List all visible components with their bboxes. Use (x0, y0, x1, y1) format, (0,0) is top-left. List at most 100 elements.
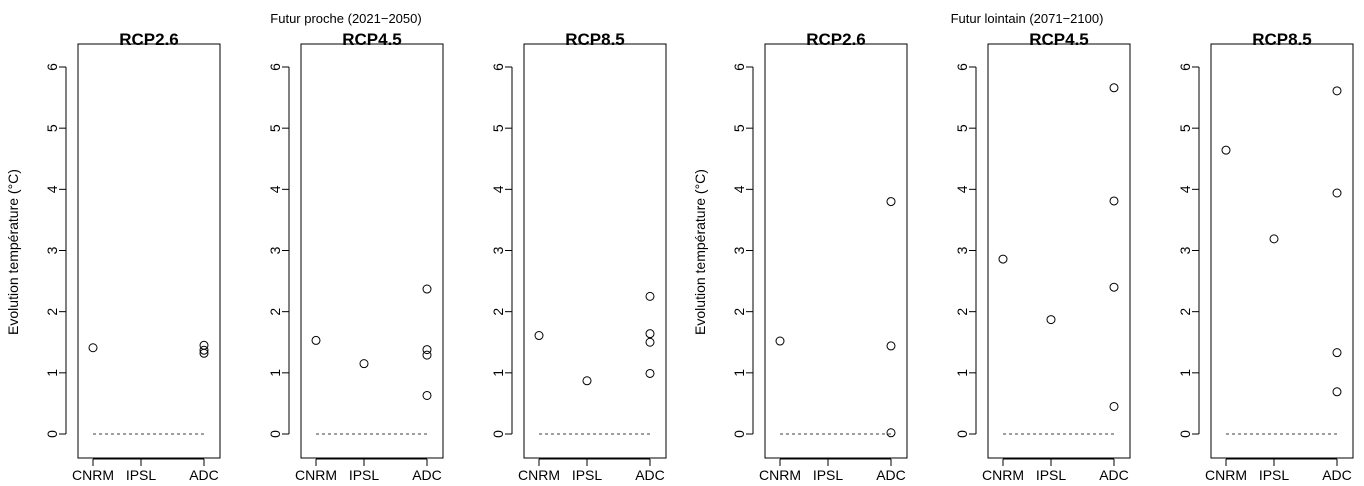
panel-title: RCP2.6 (806, 30, 866, 49)
x-tick-label: CNRM (72, 467, 114, 483)
y-tick-label: 3 (267, 246, 283, 254)
y-axis-label: Evolution température (°C) (692, 169, 708, 335)
group-title-near-future: Futur proche (2021−2050) (270, 11, 421, 26)
data-point (1046, 315, 1056, 325)
x-tick-label: CNRM (982, 467, 1024, 483)
plot-frame (300, 43, 444, 459)
y-tick-label: 6 (1177, 63, 1193, 71)
y-tick-label: 5 (267, 124, 283, 132)
data-point (582, 376, 592, 386)
y-tick-label: 3 (731, 246, 747, 254)
y-tick-label: 2 (490, 308, 506, 316)
y-tick-label: 4 (44, 185, 60, 193)
x-tick-label: CNRM (518, 467, 560, 483)
x-tick-label: ADC (1322, 467, 1352, 483)
x-tick-label: ADC (1099, 467, 1129, 483)
x-tick-label: ADC (412, 467, 442, 483)
y-tick-label: 6 (490, 63, 506, 71)
data-point (422, 390, 432, 400)
y-axis-label: Evolution température (°C) (5, 169, 21, 335)
y-tick-label: 0 (490, 430, 506, 438)
data-point (199, 348, 209, 358)
y-tick-label: 6 (44, 63, 60, 71)
y-tick-label: 1 (44, 369, 60, 377)
y-tick-label: 0 (44, 430, 60, 438)
panel-title: RCP8.5 (565, 30, 625, 49)
chart-panel-2: RCP4.5 0 1 2 3 4 5 6 CNRM IPSL ADC (267, 30, 444, 483)
data-point (311, 335, 321, 345)
x-tick-label: ADC (635, 467, 665, 483)
y-tick-label: 5 (954, 124, 970, 132)
y-tick-label: 2 (1177, 308, 1193, 316)
y-tick-label: 0 (267, 430, 283, 438)
data-point (199, 340, 209, 350)
data-point (1109, 401, 1119, 411)
x-tick-label: CNRM (759, 467, 801, 483)
y-tick-label: 4 (1177, 185, 1193, 193)
data-point (1109, 196, 1119, 206)
y-tick-label: 0 (1177, 430, 1193, 438)
data-point (645, 337, 655, 347)
data-point (775, 336, 785, 346)
y-tick-label: 1 (1177, 369, 1193, 377)
y-tick-label: 0 (954, 430, 970, 438)
data-point (359, 359, 369, 369)
y-tick-label: 6 (731, 63, 747, 71)
x-tick-label: ADC (876, 467, 906, 483)
data-point (645, 329, 655, 339)
plot-frame (523, 43, 667, 459)
data-point (422, 350, 432, 360)
plot-frame (1210, 43, 1354, 459)
data-point (1221, 145, 1231, 155)
plot-frame (77, 43, 221, 459)
chart-panel-5: RCP4.5 0 1 2 3 4 5 6 CNRM IPSL ADC (954, 30, 1131, 483)
data-point (1109, 83, 1119, 93)
panel-title: RCP4.5 (1029, 30, 1089, 49)
data-point (1109, 282, 1119, 292)
data-point (886, 428, 896, 438)
plot-frame (987, 43, 1131, 459)
chart-panel-3: RCP8.5 0 1 2 3 4 5 6 CNRM IPSL ADC (490, 30, 667, 483)
y-tick-label: 1 (731, 369, 747, 377)
group-title-far-future: Futur lointain (2071−2100) (951, 11, 1104, 26)
chart-panel-4: RCP2.6 0 1 2 3 4 5 6 Evolution température (°C) C… (692, 30, 908, 483)
y-tick-label: 2 (954, 308, 970, 316)
y-tick-label: 4 (954, 185, 970, 193)
y-tick-label: 4 (267, 185, 283, 193)
y-tick-label: 2 (44, 308, 60, 316)
y-tick-label: 5 (44, 124, 60, 132)
y-tick-label: 2 (267, 308, 283, 316)
y-tick-label: 5 (490, 124, 506, 132)
data-point (886, 341, 896, 351)
y-tick-label: 3 (44, 246, 60, 254)
data-point (534, 331, 544, 341)
x-tick-label: IPSL (572, 467, 603, 483)
data-point (1332, 86, 1342, 96)
y-tick-label: 0 (731, 430, 747, 438)
panel-title: RCP4.5 (342, 30, 402, 49)
data-point (1332, 387, 1342, 397)
y-tick-label: 5 (731, 124, 747, 132)
x-tick-label: CNRM (295, 467, 337, 483)
data-point (998, 254, 1008, 264)
data-point (645, 291, 655, 301)
plot-frame (764, 43, 908, 459)
panel-title: RCP8.5 (1252, 30, 1312, 49)
data-point (886, 197, 896, 207)
y-tick-label: 3 (954, 246, 970, 254)
data-point (199, 345, 209, 355)
y-tick-label: 6 (267, 63, 283, 71)
data-point (88, 343, 98, 353)
y-tick-label: 2 (731, 308, 747, 316)
data-point (1269, 234, 1279, 244)
x-tick-label: CNRM (1205, 467, 1247, 483)
y-tick-label: 5 (1177, 124, 1193, 132)
data-point (422, 284, 432, 294)
data-point (1332, 188, 1342, 198)
x-tick-label: IPSL (1259, 467, 1290, 483)
y-tick-label: 3 (1177, 246, 1193, 254)
data-point (1332, 348, 1342, 358)
panel-title: RCP2.6 (119, 30, 179, 49)
y-tick-label: 1 (954, 369, 970, 377)
